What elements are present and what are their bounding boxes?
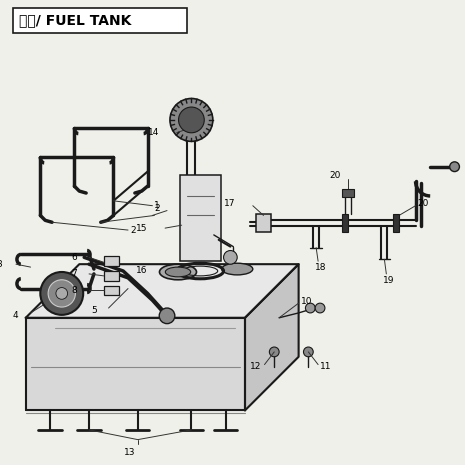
Text: 12: 12	[250, 362, 261, 371]
Circle shape	[450, 162, 459, 172]
FancyBboxPatch shape	[179, 174, 220, 261]
FancyBboxPatch shape	[104, 286, 119, 295]
Text: 7: 7	[72, 269, 77, 279]
Circle shape	[304, 347, 313, 357]
Polygon shape	[26, 318, 245, 411]
Text: 3: 3	[0, 259, 2, 269]
Text: 6: 6	[72, 253, 77, 262]
FancyBboxPatch shape	[256, 214, 271, 232]
FancyBboxPatch shape	[104, 271, 119, 281]
Text: 16: 16	[136, 266, 147, 275]
Circle shape	[159, 308, 175, 324]
Text: 18: 18	[315, 263, 327, 272]
Circle shape	[170, 99, 213, 141]
Circle shape	[56, 287, 67, 299]
Circle shape	[269, 347, 279, 357]
Text: 油笱/ FUEL TANK: 油笱/ FUEL TANK	[19, 13, 131, 27]
Text: 17: 17	[224, 199, 235, 208]
FancyBboxPatch shape	[342, 189, 354, 197]
Circle shape	[306, 303, 315, 313]
FancyBboxPatch shape	[13, 8, 186, 33]
Polygon shape	[245, 264, 299, 411]
Ellipse shape	[222, 263, 253, 275]
Text: 14: 14	[148, 128, 159, 137]
Text: 11: 11	[320, 362, 332, 371]
Ellipse shape	[166, 267, 191, 277]
Circle shape	[40, 272, 83, 315]
Text: 8: 8	[72, 286, 77, 295]
Text: 4: 4	[13, 312, 19, 320]
Text: 13: 13	[124, 448, 136, 457]
Circle shape	[315, 303, 325, 313]
Text: 20: 20	[329, 171, 340, 180]
Text: 15: 15	[136, 224, 147, 232]
FancyBboxPatch shape	[342, 214, 348, 232]
Text: 1: 1	[154, 201, 160, 210]
FancyBboxPatch shape	[104, 256, 119, 266]
Text: 20: 20	[418, 199, 429, 208]
Polygon shape	[26, 264, 299, 318]
Text: 5: 5	[91, 306, 97, 315]
Text: 19: 19	[384, 276, 395, 285]
Circle shape	[224, 251, 237, 264]
Text: 2: 2	[130, 226, 136, 234]
Circle shape	[48, 280, 75, 307]
FancyBboxPatch shape	[393, 214, 399, 232]
Ellipse shape	[159, 264, 197, 280]
Circle shape	[179, 107, 204, 133]
Text: 2: 2	[154, 204, 160, 213]
Text: 10: 10	[300, 297, 312, 306]
